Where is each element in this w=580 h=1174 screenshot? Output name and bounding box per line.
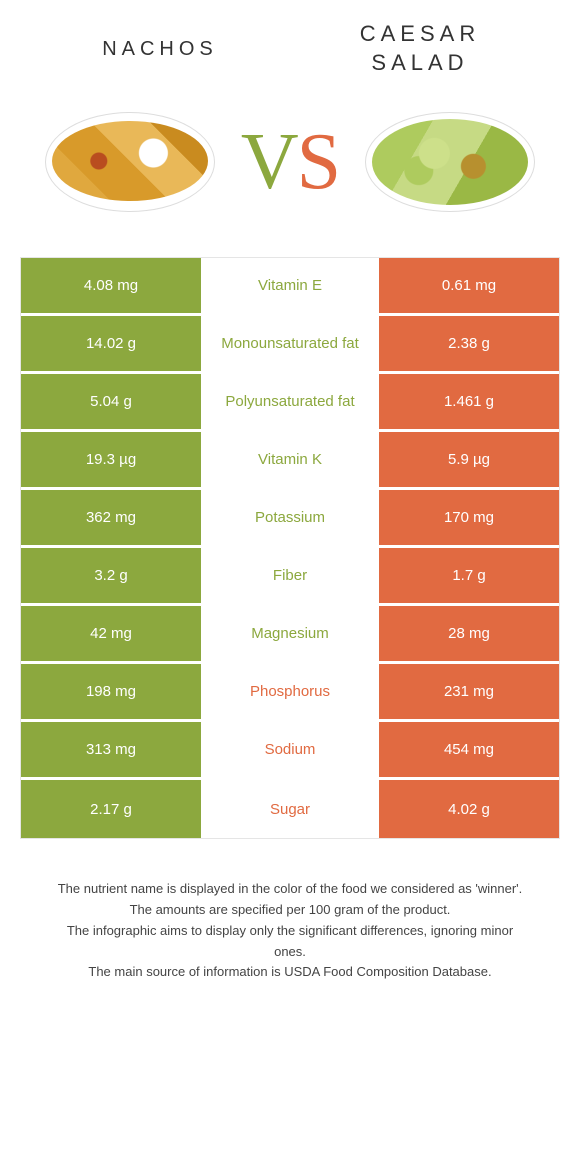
- table-row: 2.17 gSugar4.02 g: [21, 780, 559, 838]
- cell-nutrient-label: Potassium: [201, 490, 379, 545]
- cell-left-value: 19.3 µg: [21, 432, 201, 487]
- vs-label: VS: [241, 117, 339, 208]
- table-row: 4.08 mgVitamin E0.61 mg: [21, 258, 559, 316]
- cell-nutrient-label: Fiber: [201, 548, 379, 603]
- footer-line: The amounts are specified per 100 gram o…: [50, 900, 530, 921]
- table-row: 313 mgSodium454 mg: [21, 722, 559, 780]
- cell-left-value: 42 mg: [21, 606, 201, 661]
- footer-line: The infographic aims to display only the…: [50, 921, 530, 963]
- cell-nutrient-label: Phosphorus: [201, 664, 379, 719]
- cell-left-value: 3.2 g: [21, 548, 201, 603]
- cell-right-value: 1.7 g: [379, 548, 559, 603]
- cell-right-value: 0.61 mg: [379, 258, 559, 313]
- footer-notes: The nutrient name is displayed in the co…: [20, 839, 560, 983]
- cell-right-value: 1.461 g: [379, 374, 559, 429]
- table-row: 14.02 gMonounsaturated fat2.38 g: [21, 316, 559, 374]
- salad-icon: [365, 112, 535, 212]
- cell-right-value: 5.9 µg: [379, 432, 559, 487]
- cell-right-value: 28 mg: [379, 606, 559, 661]
- cell-left-value: 5.04 g: [21, 374, 201, 429]
- food-left-image: [40, 97, 220, 227]
- footer-line: The nutrient name is displayed in the co…: [50, 879, 530, 900]
- vs-v: V: [241, 118, 297, 206]
- food-left-title: Nachos: [60, 36, 260, 62]
- food-right-title: Caesar salad: [320, 20, 520, 77]
- nutrient-table: 4.08 mgVitamin E0.61 mg14.02 gMonounsatu…: [20, 257, 560, 839]
- cell-nutrient-label: Vitamin E: [201, 258, 379, 313]
- cell-right-value: 231 mg: [379, 664, 559, 719]
- nachos-icon: [45, 112, 215, 212]
- vs-row: VS: [20, 87, 560, 257]
- cell-nutrient-label: Magnesium: [201, 606, 379, 661]
- table-row: 198 mgPhosphorus231 mg: [21, 664, 559, 722]
- cell-left-value: 14.02 g: [21, 316, 201, 371]
- table-row: 3.2 gFiber1.7 g: [21, 548, 559, 606]
- table-row: 42 mgMagnesium28 mg: [21, 606, 559, 664]
- cell-left-value: 4.08 mg: [21, 258, 201, 313]
- table-row: 19.3 µgVitamin K5.9 µg: [21, 432, 559, 490]
- table-row: 362 mgPotassium170 mg: [21, 490, 559, 548]
- cell-right-value: 170 mg: [379, 490, 559, 545]
- cell-left-value: 198 mg: [21, 664, 201, 719]
- cell-right-value: 4.02 g: [379, 780, 559, 838]
- cell-left-value: 362 mg: [21, 490, 201, 545]
- cell-left-value: 2.17 g: [21, 780, 201, 838]
- cell-left-value: 313 mg: [21, 722, 201, 777]
- food-right-image: [360, 97, 540, 227]
- cell-right-value: 2.38 g: [379, 316, 559, 371]
- cell-nutrient-label: Polyunsaturated fat: [201, 374, 379, 429]
- table-row: 5.04 gPolyunsaturated fat1.461 g: [21, 374, 559, 432]
- cell-right-value: 454 mg: [379, 722, 559, 777]
- cell-nutrient-label: Monounsaturated fat: [201, 316, 379, 371]
- cell-nutrient-label: Sugar: [201, 780, 379, 838]
- vs-s: S: [297, 118, 340, 206]
- header: Nachos Caesar salad: [20, 20, 560, 87]
- footer-line: The main source of information is USDA F…: [50, 962, 530, 983]
- cell-nutrient-label: Vitamin K: [201, 432, 379, 487]
- cell-nutrient-label: Sodium: [201, 722, 379, 777]
